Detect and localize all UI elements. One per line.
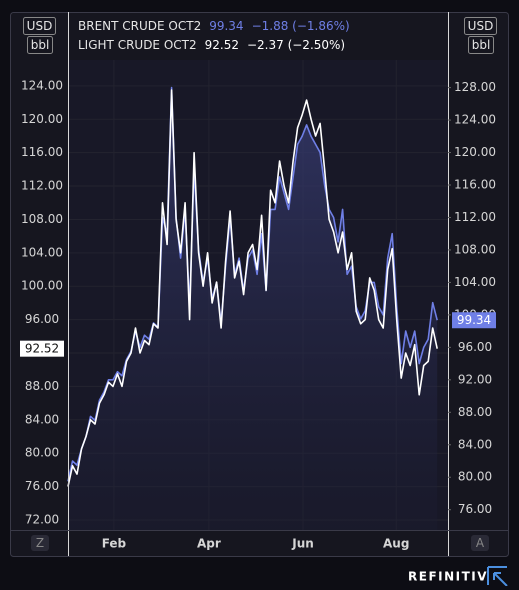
y2-tick-label: 88.00: [458, 405, 492, 419]
y2-tick-label: 96.00: [458, 340, 492, 354]
unit-box: [464, 17, 497, 35]
y-tick-label: 100.00: [21, 279, 63, 293]
y-tick-label: 88.00: [25, 379, 59, 393]
unit-label: USD: [468, 19, 494, 33]
unit-label: bbl: [31, 38, 50, 52]
y-tick-label: 124.00: [21, 78, 63, 92]
control-label[interactable]: A: [476, 536, 485, 550]
brand-logo: [487, 566, 508, 587]
y-tick-label: 76.00: [25, 479, 59, 493]
x-tick-label: Feb: [102, 537, 127, 551]
x-tick-label: Jun: [291, 537, 314, 551]
unit-label: USD: [27, 19, 53, 33]
unit-box: [23, 17, 56, 35]
control-button[interactable]: [471, 535, 489, 551]
y-tick-label: 72.00: [25, 512, 59, 526]
y2-tick-label: 116.00: [454, 178, 496, 192]
legend-text: LIGHT CRUDE OCT2: [78, 38, 197, 52]
y2-tick-label: 84.00: [458, 437, 492, 451]
y2-tick-label: 112.00: [454, 210, 496, 224]
last-value-tag: [452, 312, 496, 329]
unit-label: bbl: [472, 38, 491, 52]
y2-tick-label: 104.00: [454, 275, 496, 289]
area-fill: [68, 87, 438, 530]
series-line: [67, 89, 438, 487]
series-line: [67, 86, 438, 482]
y2-tick-label: 124.00: [454, 113, 496, 127]
control-button[interactable]: [31, 535, 49, 551]
unit-box: [468, 36, 494, 54]
brand: REFINITIV: [408, 570, 488, 584]
last-value-label: 92.52: [25, 342, 59, 356]
unit-box: [27, 36, 53, 54]
legend-text: 99.34: [209, 19, 243, 33]
last-value-label: 99.34: [457, 313, 491, 327]
y2-tick-label: 80.00: [458, 470, 492, 484]
x-tick-label: Aug: [383, 537, 409, 551]
y-tick-label: 108.00: [21, 212, 63, 226]
y-tick-label: 80.00: [25, 446, 59, 460]
y-tick-label: 112.00: [21, 179, 63, 193]
y2-tick-label: 128.00: [454, 80, 496, 94]
x-tick-label: Apr: [197, 537, 221, 551]
y-tick-label: 84.00: [25, 412, 59, 426]
last-value-tag: [20, 340, 64, 357]
y-tick-label: 104.00: [21, 245, 63, 259]
y2-tick-label: 108.00: [454, 242, 496, 256]
control-label[interactable]: Z: [36, 536, 44, 550]
y2-tick-label: 92.00: [458, 372, 492, 386]
y2-tick-label: 76.00: [458, 502, 492, 516]
legend-entry: LIGHT CRUDE OCT2 92.52 −2.37 (−2.50%): [78, 38, 345, 52]
y-tick-label: 116.00: [21, 145, 63, 159]
y2-tick-label: 120.00: [454, 145, 496, 159]
legend-text: −2.37 (−2.50%): [247, 38, 345, 52]
legend-text: 92.52: [205, 38, 239, 52]
legend-entry: BRENT CRUDE OCT2 99.34 −1.88 (−1.86%): [78, 19, 350, 33]
y-tick-label: 96.00: [25, 312, 59, 326]
legend-text: BRENT CRUDE OCT2: [78, 19, 201, 33]
legend-text: −1.88 (−1.86%): [252, 19, 350, 33]
y-tick-label: 120.00: [21, 112, 63, 126]
